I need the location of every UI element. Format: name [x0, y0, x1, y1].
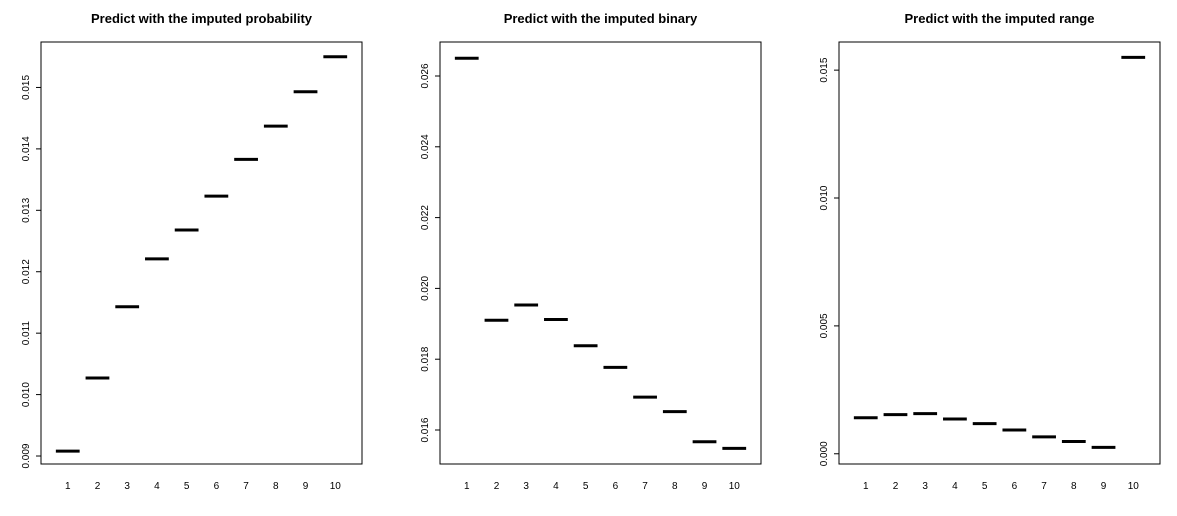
- x-tick-label: 4: [553, 481, 559, 492]
- x-tick-label: 5: [583, 481, 589, 492]
- x-tick-label: 7: [243, 481, 249, 492]
- x-tick-label: 4: [952, 481, 958, 492]
- x-tick-label: 4: [154, 481, 160, 492]
- x-tick-label: 6: [214, 481, 220, 492]
- x-tick-label: 9: [702, 481, 708, 492]
- y-tick-label: 0.013: [21, 197, 32, 222]
- y-tick-label: 0.026: [420, 63, 431, 88]
- x-tick-label: 2: [95, 481, 101, 492]
- x-tick-label: 9: [1101, 481, 1107, 492]
- x-tick-label: 5: [982, 481, 988, 492]
- chart-panel-3: Predict with the imputed range 0.000 0.005…: [819, 11, 1161, 492]
- x-tick-label: 3: [523, 481, 529, 492]
- x-tick-label: 7: [642, 481, 648, 492]
- x-tick-label: 6: [613, 481, 619, 492]
- y-tick-label: 0.018: [420, 346, 431, 371]
- x-tick-label: 8: [672, 481, 678, 492]
- x-tick-label: 1: [863, 481, 869, 492]
- y-tick-label: 0.022: [420, 205, 431, 230]
- y-tick-label: 0.015: [21, 75, 32, 100]
- y-tick-label: 0.014: [21, 136, 32, 161]
- plot-frame: [439, 41, 762, 465]
- x-tick-label: 2: [494, 481, 500, 492]
- x-tick-label: 2: [893, 481, 899, 492]
- x-tick-label: 5: [184, 481, 190, 492]
- y-tick-label: 0.012: [21, 259, 32, 284]
- x-tick-label: 10: [729, 481, 741, 492]
- plot-frame: [40, 41, 363, 465]
- x-tick-label: 10: [1128, 481, 1140, 492]
- chart-title: Predict with the imputed range: [905, 11, 1095, 26]
- y-tick-label: 0.011: [21, 321, 32, 346]
- y-tick-label: 0.015: [819, 57, 830, 82]
- x-tick-label: 8: [273, 481, 279, 492]
- chart-title: Predict with the imputed probability: [91, 11, 313, 26]
- y-tick-label: 0.010: [21, 382, 32, 407]
- x-tick-label: 10: [330, 481, 342, 492]
- x-tick-label: 9: [303, 481, 309, 492]
- x-tick-label: 3: [922, 481, 928, 492]
- x-tick-label: 6: [1012, 481, 1018, 492]
- y-tick-label: 0.010: [819, 185, 830, 210]
- x-tick-label: 1: [464, 481, 470, 492]
- y-tick-label: 0.009: [21, 443, 32, 468]
- x-tick-label: 8: [1071, 481, 1077, 492]
- plot-frame: [838, 41, 1161, 465]
- x-tick-label: 1: [65, 481, 71, 492]
- y-tick-label: 0.024: [420, 134, 431, 159]
- x-tick-label: 3: [124, 481, 130, 492]
- chart-panel-1: Predict with the imputed probability 0.00…: [21, 11, 363, 492]
- y-tick-label: 0.016: [420, 417, 431, 442]
- y-tick-label: 0.020: [420, 275, 431, 300]
- x-tick-label: 7: [1041, 481, 1047, 492]
- chart-panel-2: Predict with the imputed binary 0.016 0.01…: [420, 11, 762, 492]
- y-tick-label: 0.000: [819, 441, 830, 466]
- y-tick-label: 0.005: [819, 313, 830, 338]
- chart-title: Predict with the imputed binary: [504, 11, 698, 26]
